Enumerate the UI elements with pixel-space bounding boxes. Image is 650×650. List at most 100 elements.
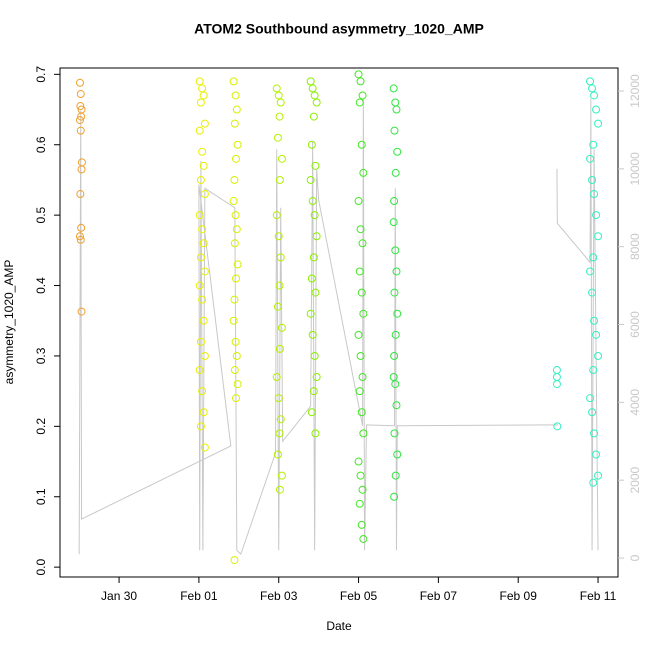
data-point [358,373,367,382]
data-point [589,140,598,149]
data-point [233,260,242,269]
data-point [195,77,204,86]
data-point [276,415,285,424]
x-tick-label: Feb 01 [180,589,218,603]
data-point [198,147,207,156]
data-point [195,211,204,220]
data-point [195,126,204,135]
data-point [231,211,240,220]
data-point [590,91,599,100]
data-point [309,253,318,262]
data-point [200,351,209,360]
data-point [277,471,286,480]
data-point [199,316,208,325]
data-point [232,274,241,283]
x-tick-label: Feb 11 [580,589,617,603]
data-point [200,267,209,276]
data-point [594,351,603,360]
data-point [75,116,84,125]
data-point [77,223,86,232]
y-tick-label: 0.5 [34,206,48,223]
data-point [309,387,318,396]
data-point [389,218,398,227]
data-point [275,281,284,290]
data-point [230,175,239,184]
x-tick-label: Feb 03 [260,589,298,603]
data-point [356,351,365,360]
data-point [76,126,85,135]
data-point [354,197,363,206]
data-point [592,450,601,459]
data-point [594,119,603,128]
data-point [230,295,239,304]
data-point [390,288,399,297]
data-point [358,239,367,248]
x-tick-label: Jan 30 [101,589,137,603]
data-point [196,253,205,262]
data-point [358,91,367,100]
data-point [277,323,286,332]
data-point [552,366,561,375]
data-point [354,457,363,466]
data-point [272,211,281,220]
data-point [391,471,400,480]
data-point [273,133,282,142]
data-point [232,105,241,114]
data-point [306,309,315,318]
data-point [230,556,239,565]
data-point [273,450,282,459]
data-point [196,337,205,346]
data-point [356,471,365,480]
data-point [392,105,401,114]
data-point [198,387,207,396]
data-point [590,190,599,199]
data-point [307,274,316,283]
data-point [196,98,205,107]
x-tick-label: Feb 07 [420,589,458,603]
y-tick-label: 0.3 [34,347,48,364]
y-tick-label: 0.7 [34,66,48,83]
data-point [277,154,286,163]
data-point [273,302,282,311]
data-point [200,443,209,452]
data-point [76,102,85,111]
data-point [586,394,595,403]
data-point [233,380,242,389]
data-point [390,197,399,206]
data-point [310,351,319,360]
data-point [553,422,562,431]
data-point [357,520,366,529]
data-point [196,422,205,431]
data-point [359,429,368,438]
data-point [390,351,399,360]
data-point [274,232,283,241]
data-point [230,119,239,128]
data-point [310,91,319,100]
chart-title: ATOM2 Southbound asymmetry_1020_AMP [194,21,484,37]
y2-tick-label: 0 [628,554,642,561]
data-point [586,267,595,276]
data-point [199,91,208,100]
data-point [354,330,363,339]
data-point [389,84,398,93]
data-point [76,190,85,199]
data-point [229,197,238,206]
y2-tick-label: 6000 [628,311,642,338]
y-tick-label: 0.1 [34,488,48,505]
data-point [590,429,599,438]
data-point [586,154,595,163]
data-point [391,168,400,177]
data-point [231,91,240,100]
data-point [311,288,320,297]
data-point [272,84,281,93]
data-point [76,235,85,244]
data-point [359,309,368,318]
data-point [312,373,321,382]
data-point [75,232,84,241]
data-point [309,112,318,121]
y-tick-label: 0.2 [34,418,48,435]
data-point [276,98,285,107]
data-point [592,211,601,220]
